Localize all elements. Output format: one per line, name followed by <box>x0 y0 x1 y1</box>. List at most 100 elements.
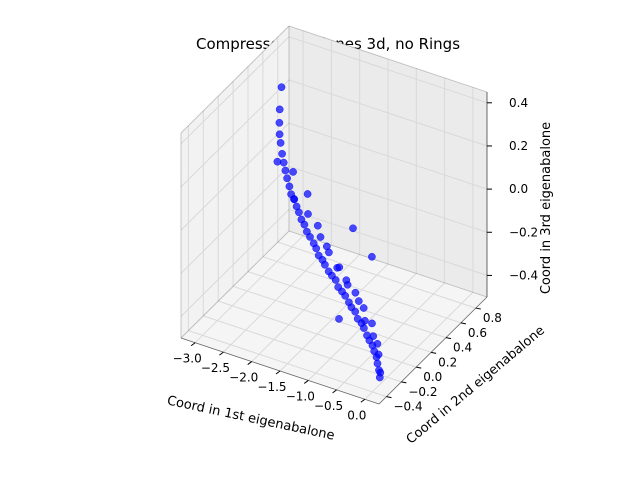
data-point <box>335 263 344 272</box>
z-tick-label: 0.2 <box>509 139 528 153</box>
x-tick-label: −0.5 <box>314 399 343 413</box>
y-tick-mark <box>445 337 452 340</box>
data-point <box>290 195 298 203</box>
y-gridline <box>277 37 476 309</box>
y-tick-label: 0.2 <box>438 355 457 369</box>
z-gridline <box>180 165 488 274</box>
x-gridline <box>307 68 417 381</box>
data-point <box>275 130 284 139</box>
data-point <box>300 220 309 229</box>
data-point <box>273 157 282 166</box>
y-tick-label: −0.4 <box>393 400 422 414</box>
x-tick-label: −1.5 <box>257 380 286 394</box>
x-gridline <box>223 40 332 353</box>
data-point <box>306 233 314 241</box>
data-point <box>275 105 284 114</box>
x-gridline <box>279 59 389 372</box>
data-point <box>373 339 382 348</box>
x-tick-mark <box>247 361 253 365</box>
z-tick-label: −0.2 <box>509 225 538 239</box>
z-ticks: −0.4 −0.2 0.0 0.2 0.4 <box>486 92 538 297</box>
data-point <box>374 350 383 359</box>
pane-edge <box>288 25 488 93</box>
data-point <box>276 139 285 147</box>
z-gridline <box>180 36 488 145</box>
data-point <box>354 297 363 305</box>
data-point <box>360 324 368 332</box>
y-tick-label: 0.8 <box>483 311 502 325</box>
x-gridline <box>251 49 361 362</box>
data-point <box>369 332 378 341</box>
data-point <box>343 280 352 289</box>
z-gridline <box>180 79 488 188</box>
y-tick-mark <box>386 396 392 399</box>
x-tick-label: −3.0 <box>173 352 202 366</box>
data-point <box>361 316 369 325</box>
data-point <box>321 260 329 269</box>
y-tick-mark <box>460 322 467 325</box>
data-point <box>283 174 291 183</box>
x-tick-mark <box>219 351 224 356</box>
data-point <box>376 368 385 377</box>
y-gridline <box>187 125 387 398</box>
data-point <box>351 307 360 316</box>
x-gridline <box>194 30 304 344</box>
z-tick-label: 0.4 <box>509 96 528 110</box>
data-point <box>359 304 368 312</box>
y-tick-mark <box>401 381 407 384</box>
data-point <box>303 190 312 198</box>
data-point <box>281 166 290 175</box>
data-point <box>279 158 288 167</box>
y-gridline <box>217 96 417 368</box>
data-point <box>313 221 322 230</box>
y-gridline <box>247 66 447 339</box>
data-point <box>275 118 284 127</box>
x-tick-label: −2.5 <box>201 361 230 375</box>
z-tick-label: −0.4 <box>509 268 538 282</box>
data-point <box>368 252 376 261</box>
x-tick-mark <box>190 342 196 347</box>
y-gridline <box>202 110 402 383</box>
data-point <box>349 224 357 233</box>
x-tick-mark <box>360 398 366 403</box>
pane-edge <box>180 25 290 134</box>
x-tick-label: −1.0 <box>286 389 315 403</box>
data-point <box>289 168 297 176</box>
x-tick-label: −2.0 <box>229 371 258 385</box>
data-point <box>285 182 294 191</box>
y-ticks: −0.4−0.20.00.20.40.60.8 <box>378 296 502 414</box>
x-tick-label: 0.0 <box>347 408 366 422</box>
y-tick-label: 0.4 <box>453 341 472 355</box>
data-point <box>335 315 343 323</box>
x-tick-mark <box>303 380 309 384</box>
y-tick-mark <box>431 351 437 354</box>
data-point <box>373 359 382 368</box>
data-point <box>341 291 350 300</box>
data-point <box>304 210 312 218</box>
x-ticks: −3.0−2.5−2.0−1.5−1.0−0.5 0.0 <box>173 337 380 422</box>
z-gridline <box>180 208 488 317</box>
axes-panes <box>181 26 487 404</box>
data-point <box>368 319 376 328</box>
y-tick-label: 0.6 <box>468 326 487 340</box>
y-axis-line <box>378 296 488 405</box>
y-tick-mark <box>475 307 481 310</box>
data-point <box>312 244 321 253</box>
x-gridline <box>364 87 474 400</box>
data-point <box>295 208 303 217</box>
data-point <box>331 276 340 284</box>
data-point <box>322 242 331 251</box>
data-point <box>351 288 360 297</box>
y-tick-label: 0.0 <box>423 370 442 384</box>
z-tick-label: 0.0 <box>509 182 528 196</box>
x-tick-mark <box>332 389 337 394</box>
data-point <box>277 83 286 92</box>
y-tick-mark <box>416 366 422 369</box>
left-pane <box>181 26 289 338</box>
pane-edge <box>288 230 488 298</box>
z-gridline <box>180 122 488 231</box>
data-point <box>278 149 286 158</box>
data-point <box>316 233 325 241</box>
z-axis-label: Coord in 3rd eigenabalone <box>539 122 554 294</box>
